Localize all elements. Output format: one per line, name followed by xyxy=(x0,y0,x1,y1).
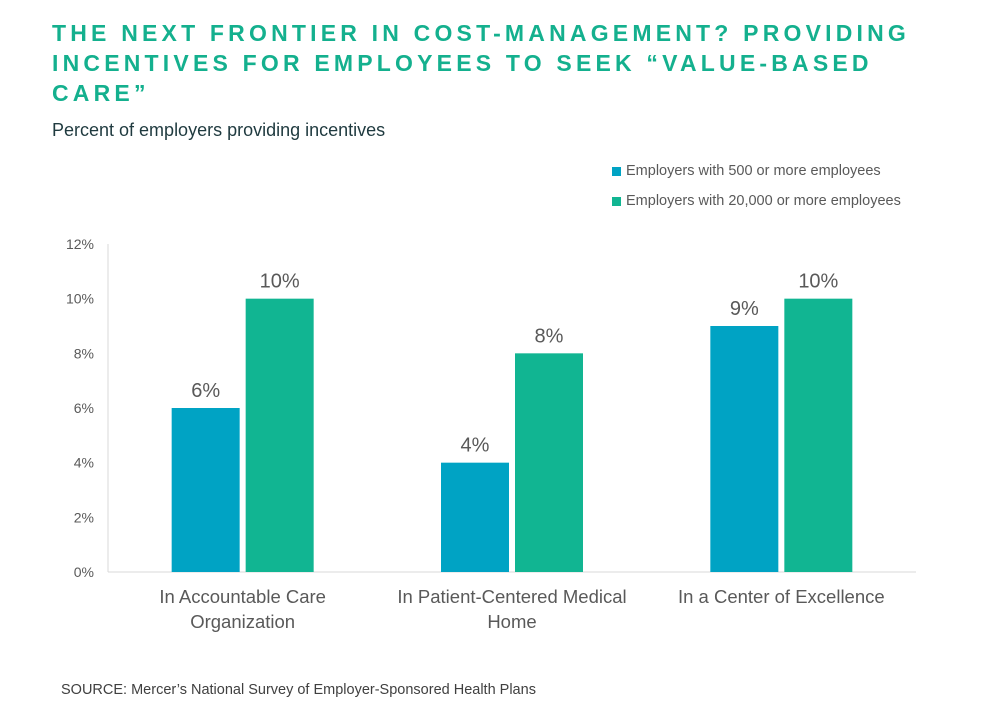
data-label: 6% xyxy=(191,380,220,402)
bar-series-a xyxy=(171,408,240,572)
category-label: In a Center of Excellence xyxy=(678,586,885,607)
y-tick-label: 4% xyxy=(74,455,94,471)
chart-subtitle: Percent of employers providing incentive… xyxy=(52,120,386,140)
bar-series-a xyxy=(710,326,779,572)
y-tick-label: 8% xyxy=(74,345,94,361)
bar-series-a xyxy=(441,462,509,572)
category-label: In Accountable Care Organization xyxy=(159,586,326,632)
data-label: 8% xyxy=(535,325,564,347)
bar-series-b xyxy=(245,298,314,572)
source-note: SOURCE: Mercer’s National Survey of Empl… xyxy=(61,682,536,698)
chart-title: The next frontier in cost-management? Pr… xyxy=(52,20,911,106)
legend-label-series-b: Employers with 20,000 or more employees xyxy=(626,193,901,209)
y-tick-label: 6% xyxy=(74,400,94,416)
legend-item-series-b: Employers with 20,000 or more employees xyxy=(612,186,901,216)
legend-swatch-series-b xyxy=(612,196,621,206)
legend: Employers with 500 or more employees Emp… xyxy=(612,156,901,216)
y-tick-label: 10% xyxy=(66,291,94,307)
data-label: 10% xyxy=(798,271,838,293)
legend-label-series-a: Employers with 500 or more employees xyxy=(626,163,881,179)
bar-series-b xyxy=(515,353,583,572)
legend-item-series-a: Employers with 500 or more employees xyxy=(612,156,901,186)
data-label: 4% xyxy=(461,435,490,457)
category-label: In Patient-Centered Medical Home xyxy=(397,586,626,632)
data-label: 10% xyxy=(260,271,300,293)
y-tick-label: 0% xyxy=(74,564,94,580)
y-tick-label: 12% xyxy=(66,236,94,252)
data-label: 9% xyxy=(730,298,759,320)
y-tick-label: 2% xyxy=(74,509,94,525)
legend-swatch-series-a xyxy=(612,166,621,176)
bar-series-b xyxy=(784,298,853,572)
